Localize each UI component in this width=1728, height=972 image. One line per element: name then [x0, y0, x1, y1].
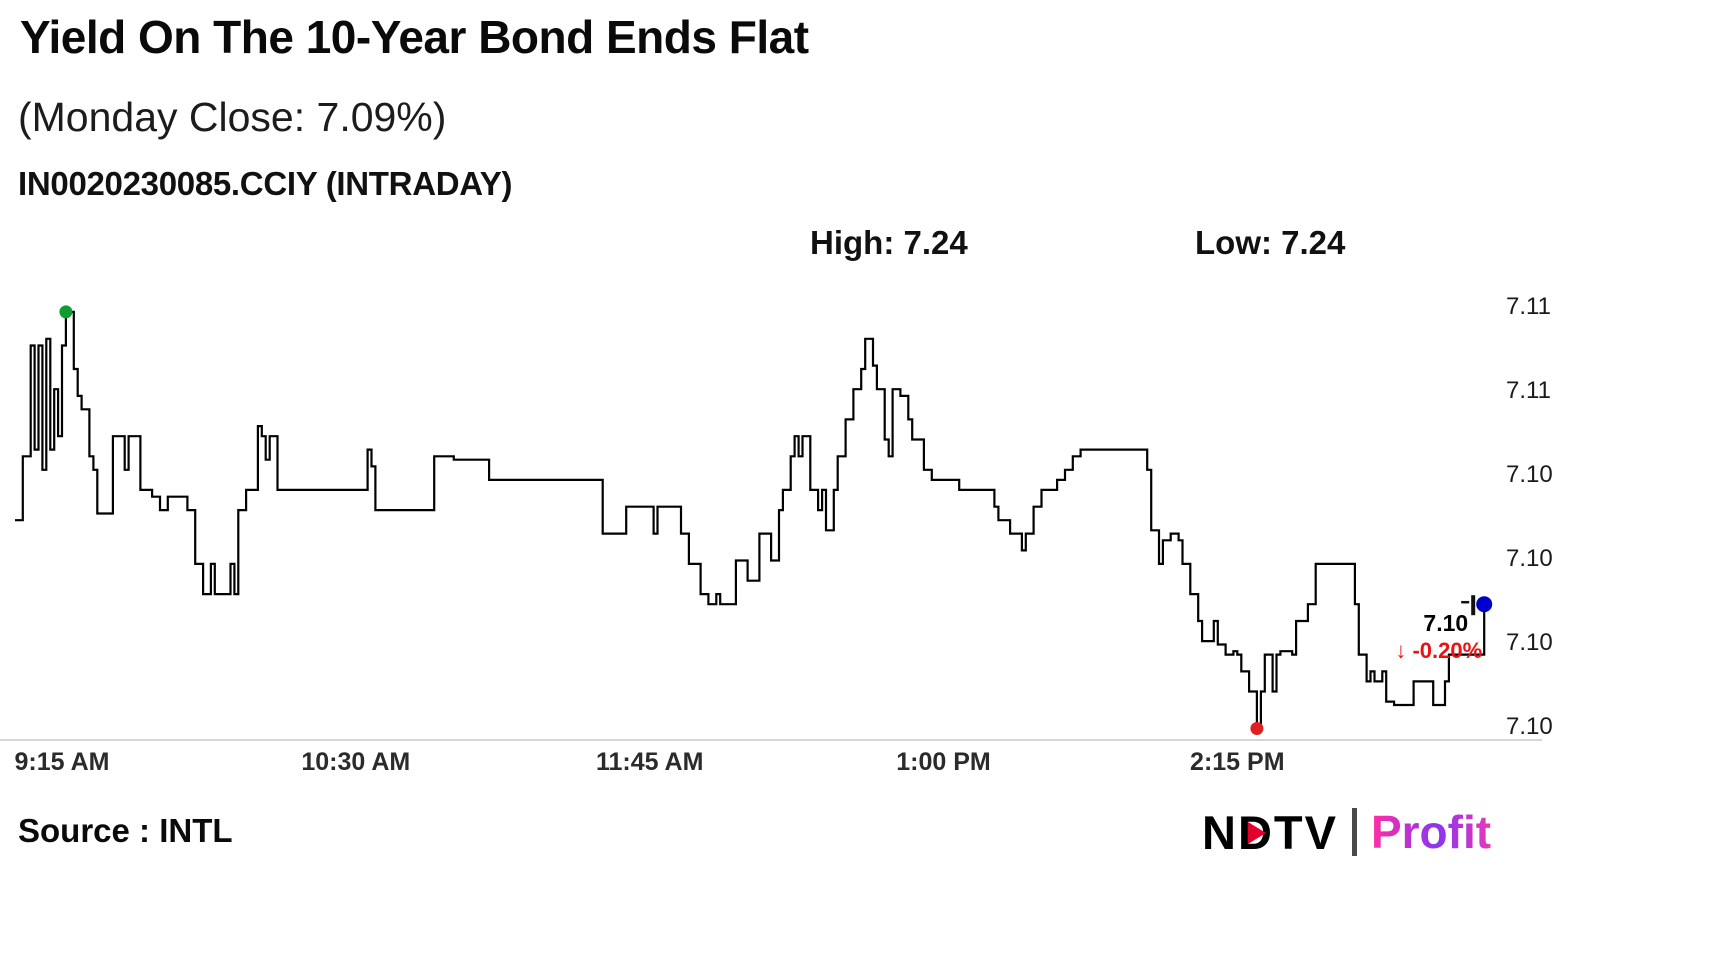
ndtv-profit-logo: NDTV Profit [1202, 802, 1491, 862]
x-axis-tick-label: 1:00 PM [896, 748, 990, 776]
last-change-label: ↓ -0.20% [1395, 638, 1482, 663]
low-value-label: Low: 7.24 [1195, 224, 1346, 261]
x-axis-tick-label: 11:45 AM [596, 748, 703, 776]
x-axis-tick-label: 2:15 PM [1190, 748, 1284, 776]
intraday-yield-chart: 7.11 7.11 7.10 7.10 7.10 7.10 9:15 AM 10:30 AM 1… [0, 293, 1553, 776]
page-subtitle: (Monday Close: 7.09%) [18, 94, 447, 140]
y-axis-tick-label: 7.10 [1506, 713, 1553, 740]
last-price-dot [1476, 596, 1493, 613]
brand-divider [1351, 808, 1357, 856]
y-axis-tick-label: 7.10 [1506, 545, 1553, 572]
ndtv-red-triangle-icon [1248, 821, 1266, 844]
y-axis-tick-label: 7.10 [1506, 461, 1553, 488]
yield-step-line [15, 310, 1486, 730]
instrument-label: IN0020230085.CCIY (INTRADAY) [18, 165, 513, 202]
low-marker-dot [1250, 722, 1264, 735]
page-title: Yield On The 10-Year Bond Ends Flat [20, 11, 809, 63]
y-axis-tick-label: 7.11 [1506, 293, 1551, 320]
profit-wordmark: Profit [1370, 806, 1492, 858]
y-axis-tick-label: 7.11 [1506, 377, 1551, 404]
ndtv-text: NDTV [1202, 805, 1338, 859]
x-axis-tick-label: 9:15 AM [15, 748, 110, 776]
high-marker-dot [59, 305, 73, 319]
last-price-tick-icon [1471, 595, 1476, 616]
last-price-label: 7.10 [1423, 610, 1468, 636]
ndtv-wordmark: NDTV [1202, 809, 1338, 856]
high-value-label: High: 7.24 [810, 224, 968, 261]
y-axis-tick-label: 7.10 [1506, 629, 1553, 656]
x-axis-tick-label: 10:30 AM [301, 748, 410, 776]
source-label: Source : INTL [18, 812, 233, 849]
